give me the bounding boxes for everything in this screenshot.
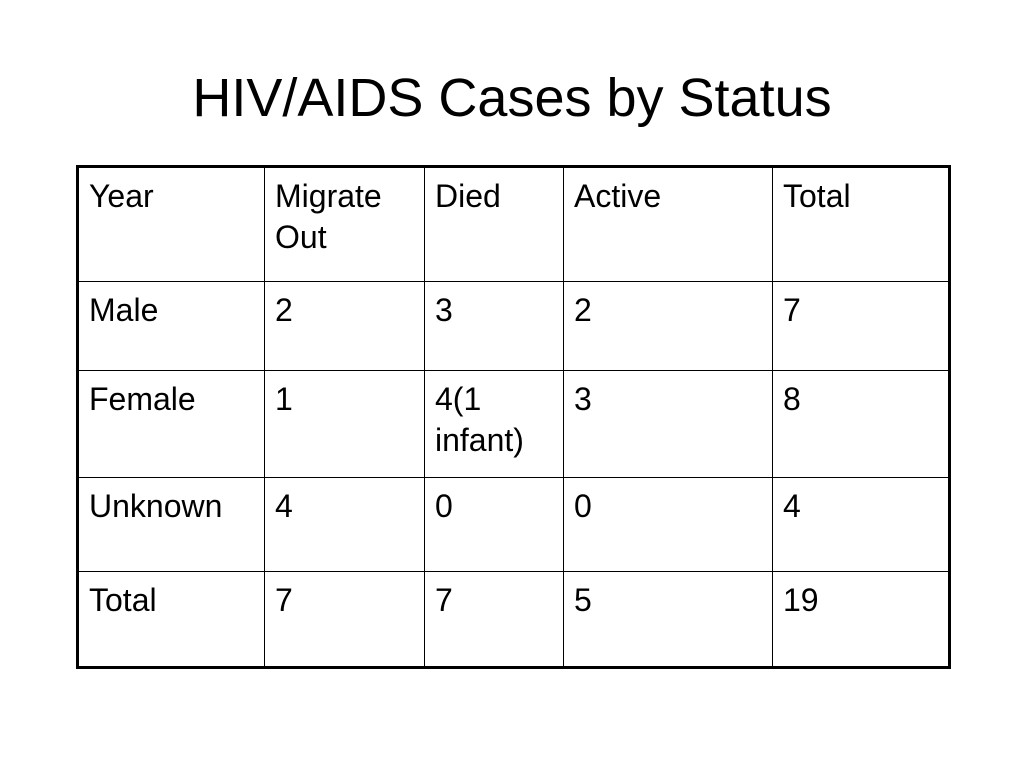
active-cell: 0	[563, 477, 773, 572]
header-cell-total: Total	[772, 166, 950, 282]
migrate-out-cell: 7	[264, 571, 425, 668]
header-cell-active: Active	[563, 166, 773, 282]
table-row: Unknown 4 0 0 4	[77, 477, 950, 572]
row-label-cell: Female	[77, 370, 265, 478]
row-label-cell: Total	[77, 571, 265, 668]
table-row: Male 2 3 2 7	[77, 281, 950, 371]
row-label-cell: Male	[77, 281, 265, 371]
migrate-out-cell: 1	[264, 370, 425, 478]
table-row: Female 1 4(1 infant) 3 8	[77, 370, 950, 478]
total-cell: 8	[772, 370, 950, 478]
died-cell: 3	[424, 281, 564, 371]
header-cell-migrate-out: Migrate Out	[264, 166, 425, 282]
header-cell-year: Year	[77, 166, 265, 282]
migrate-out-cell: 4	[264, 477, 425, 572]
total-cell: 4	[772, 477, 950, 572]
total-cell: 19	[772, 571, 950, 668]
migrate-out-cell: 2	[264, 281, 425, 371]
table-header-row: Year Migrate Out Died Active Total	[77, 166, 950, 282]
row-label-cell: Unknown	[77, 477, 265, 572]
active-cell: 3	[563, 370, 773, 478]
died-cell: 0	[424, 477, 564, 572]
header-cell-died: Died	[424, 166, 564, 282]
status-table: Year Migrate Out Died Active Total Male …	[76, 165, 951, 669]
active-cell: 5	[563, 571, 773, 668]
died-cell: 7	[424, 571, 564, 668]
table-row: Total 7 7 5 19	[77, 571, 950, 668]
total-cell: 7	[772, 281, 950, 371]
active-cell: 2	[563, 281, 773, 371]
died-cell: 4(1 infant)	[424, 370, 564, 478]
slide-title: HIV/AIDS Cases by Status	[192, 68, 832, 128]
